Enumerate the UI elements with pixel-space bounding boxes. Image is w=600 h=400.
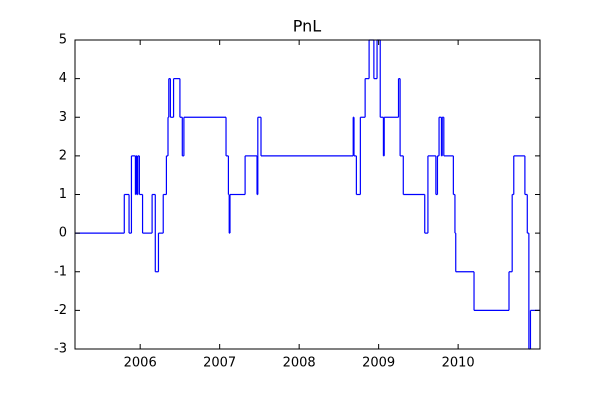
x-tick-label: 2008 (283, 356, 316, 371)
y-tick-label: 4 (59, 71, 67, 86)
x-tick-label: 2009 (362, 356, 395, 371)
x-tick-label: 2007 (203, 356, 236, 371)
y-tick-label: 2 (59, 148, 67, 163)
y-tick-label: 0 (59, 226, 67, 241)
y-tick-label: 5 (59, 33, 67, 48)
y-tick-label: 3 (59, 110, 67, 125)
y-tick-label: -1 (54, 264, 67, 279)
plot-frame (74, 39, 541, 350)
y-tick-label: -3 (54, 342, 67, 357)
y-tick-label: -2 (54, 303, 67, 318)
chart-title: PnL (293, 17, 322, 36)
x-tick-label: 2010 (442, 356, 475, 371)
x-tick-label: 2006 (124, 356, 157, 371)
y-tick-label: 1 (59, 187, 67, 202)
